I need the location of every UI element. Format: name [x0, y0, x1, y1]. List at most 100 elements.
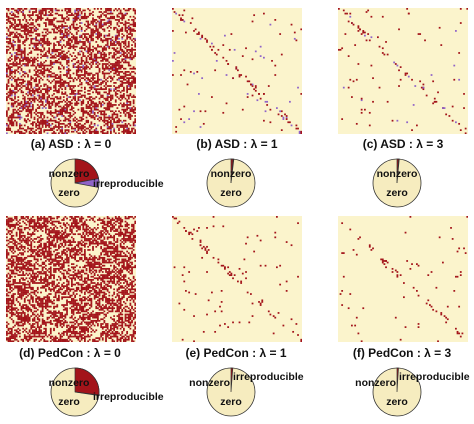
nonzero-cell: [20, 267, 23, 270]
nonzero-cell: [43, 277, 46, 280]
nonzero-cell: [43, 66, 46, 68]
nonzero-cell: [56, 48, 59, 51]
irreproducible-cell: [66, 85, 68, 87]
nonzero-cell: [132, 124, 135, 127]
nonzero-cell: [36, 253, 39, 256]
nonzero-cell: [119, 242, 122, 245]
nonzero-cell: [36, 33, 39, 35]
nonzero-cell: [106, 97, 109, 100]
nonzero-cell: [58, 102, 60, 105]
nonzero-cell: [69, 42, 72, 45]
nonzero-cell: [181, 14, 184, 17]
nonzero-cell: [90, 77, 93, 80]
nonzero-cell: [108, 127, 111, 130]
nonzero-cell: [59, 225, 62, 228]
irreproducible-cell: [98, 52, 101, 54]
nonzero-cell: [116, 14, 119, 17]
nonzero-cell: [119, 126, 122, 128]
nonzero-cell: [105, 37, 107, 40]
nonzero-cell: [53, 37, 55, 40]
nonzero-cell: [101, 96, 104, 98]
nonzero-cell: [30, 233, 33, 236]
nonzero-cell: [14, 41, 16, 43]
nonzero-cell: [28, 239, 31, 242]
nonzero-cell: [35, 275, 38, 278]
nonzero-cell: [97, 45, 99, 48]
nonzero-cell: [82, 74, 85, 76]
nonzero-cell: [127, 266, 130, 269]
nonzero-cell: [103, 75, 106, 78]
nonzero-cell: [19, 110, 21, 113]
nonzero-cell: [119, 222, 122, 225]
nonzero-cell: [17, 253, 20, 256]
nonzero-cell: [43, 75, 46, 78]
nonzero-cell: [79, 271, 81, 273]
nonzero-cell: [14, 111, 16, 114]
nonzero-cell: [113, 69, 116, 72]
nonzero-cell: [48, 42, 51, 45]
nonzero-cell: [19, 230, 21, 232]
nonzero-cell: [90, 22, 93, 24]
nonzero-cell: [7, 239, 10, 242]
nonzero-cell: [58, 247, 60, 250]
nonzero-cell: [97, 227, 99, 229]
nonzero-cell: [72, 225, 75, 228]
nonzero-cell: [56, 82, 59, 84]
nonzero-cell: [98, 242, 101, 245]
nonzero-cell: [74, 252, 77, 254]
nonzero-cell: [45, 250, 47, 253]
nonzero-cell: [131, 231, 133, 234]
nonzero-cell: [92, 230, 94, 232]
nonzero-cell: [56, 263, 59, 265]
nonzero-cell: [23, 58, 26, 61]
matrix-asd-lambda-3: [338, 8, 468, 134]
nonzero-cell: [54, 249, 57, 251]
nonzero-cell: [20, 34, 23, 37]
nonzero-cell: [10, 264, 13, 267]
nonzero-cell: [51, 104, 54, 106]
nonzero-cell: [129, 56, 132, 59]
nonzero-cell: [103, 223, 106, 226]
nonzero-cell: [80, 15, 83, 18]
nonzero-cell: [62, 110, 65, 113]
nonzero-cell: [35, 39, 38, 42]
nonzero-cell: [77, 249, 80, 251]
nonzero-cell: [93, 129, 96, 131]
nonzero-cell: [129, 74, 132, 76]
irreproducible-cell: [101, 104, 104, 106]
nonzero-cell: [59, 85, 62, 87]
nonzero-cell: [32, 61, 34, 64]
irreproducible-cell: [269, 23, 272, 26]
irreproducible-cell: [407, 75, 410, 78]
nonzero-cell: [92, 83, 94, 86]
nonzero-cell: [97, 66, 99, 68]
nonzero-cell: [113, 252, 116, 254]
nonzero-cell: [49, 129, 52, 131]
nonzero-cell: [134, 236, 136, 239]
nonzero-cell: [274, 19, 277, 21]
nonzero-cell: [69, 74, 72, 76]
nonzero-cell: [7, 126, 10, 128]
nonzero-cell: [118, 217, 120, 220]
nonzero-cell: [111, 242, 114, 245]
nonzero-cell: [106, 132, 109, 134]
nonzero-cell: [33, 245, 36, 248]
nonzero-cell: [100, 25, 103, 28]
nonzero-cell: [126, 129, 129, 131]
nonzero-cell: [54, 59, 57, 62]
nonzero-cell: [121, 64, 124, 67]
nonzero-cell: [33, 219, 36, 221]
nonzero-cell: [211, 96, 213, 98]
nonzero-cell: [20, 11, 23, 13]
nonzero-cell: [111, 55, 114, 57]
nonzero-cell: [80, 277, 83, 280]
nonzero-cell: [126, 55, 129, 57]
nonzero-cell: [25, 223, 28, 226]
nonzero-cell: [121, 75, 124, 78]
nonzero-cell: [38, 11, 41, 13]
nonzero-cell: [15, 110, 18, 113]
nonzero-cell: [62, 67, 65, 70]
nonzero-cell: [116, 121, 119, 124]
nonzero-cell: [59, 234, 62, 237]
nonzero-cell: [101, 64, 104, 67]
